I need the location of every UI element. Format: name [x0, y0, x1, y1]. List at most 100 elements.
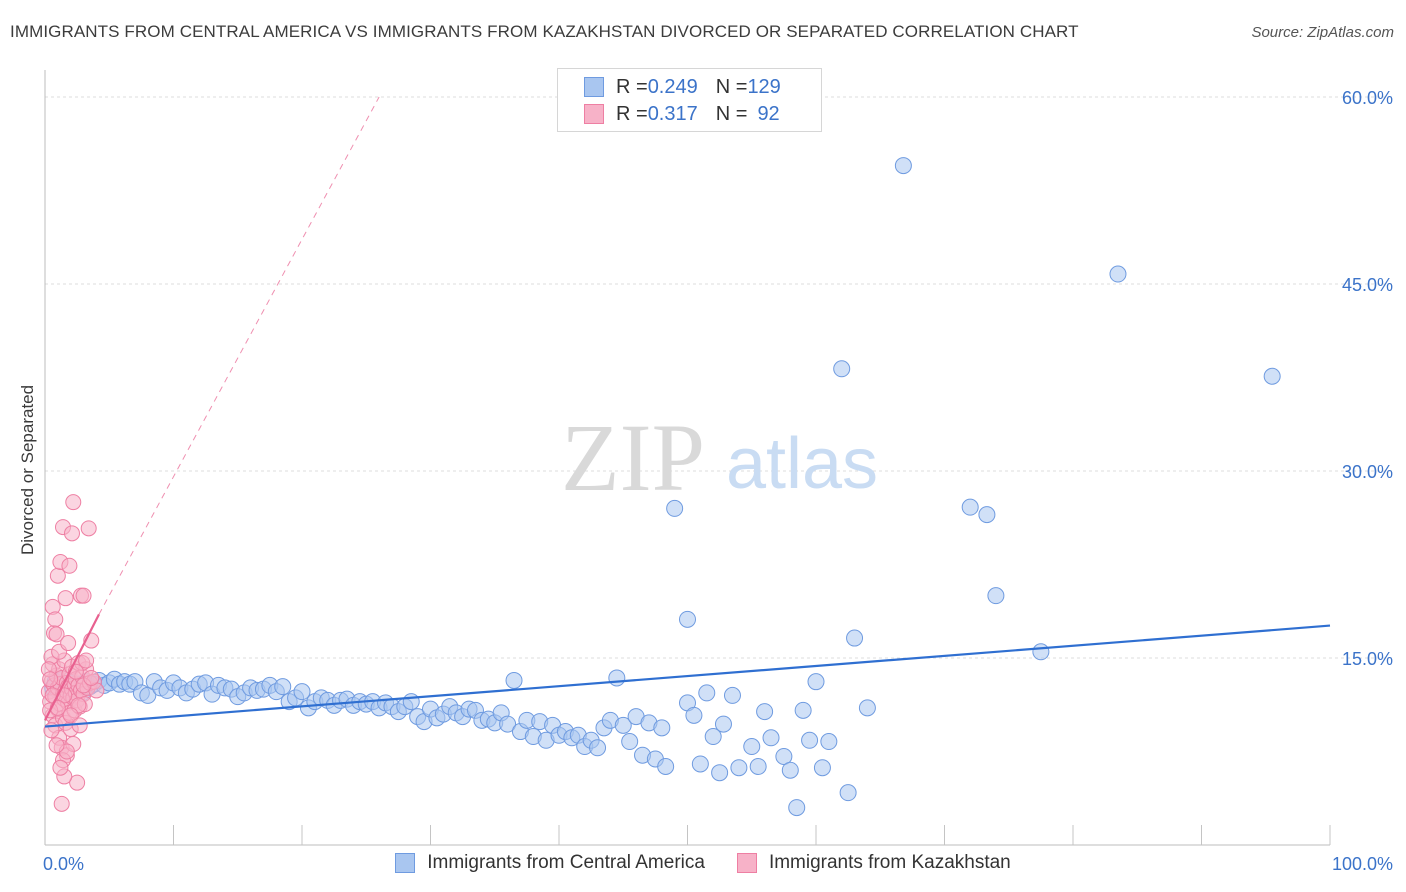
- data-point-central-america: [679, 610, 696, 628]
- legend-swatch-pink: [584, 104, 604, 124]
- data-point-central-america: [788, 799, 806, 817]
- y-tick-label: 45.0%: [1342, 275, 1393, 295]
- grid-lines: [45, 96, 1395, 659]
- data-point-central-america: [621, 733, 639, 751]
- data-point-central-america: [505, 671, 523, 689]
- series-swatch-blue: [395, 853, 416, 873]
- data-point-central-america: [807, 673, 825, 691]
- data-point-central-america: [894, 157, 912, 175]
- data-point-central-america: [833, 360, 851, 378]
- legend-r-label: R =: [616, 75, 648, 98]
- data-point-central-america: [775, 747, 793, 765]
- data-point-kazakhstan: [48, 626, 65, 643]
- y-tick-label: 60.0%: [1342, 88, 1393, 108]
- data-point-central-america: [846, 629, 864, 647]
- watermark: ZIP atlas: [561, 404, 878, 511]
- correlation-legend: R = 0.249 N = 129 R = 0.317 N = 92: [557, 68, 822, 132]
- data-point-kazakhstan: [63, 525, 80, 542]
- legend-r-value: 0.317: [647, 102, 698, 125]
- data-point-kazakhstan: [65, 494, 82, 511]
- legend-r-label: R =: [616, 102, 648, 125]
- legend-n-label: N =: [715, 102, 748, 125]
- data-point-central-america: [1032, 643, 1050, 661]
- series-legend-central-america[interactable]: Immigrants from Central America: [395, 852, 705, 874]
- y-tick-label: 15.0%: [1342, 649, 1393, 669]
- series-label: Immigrants from Central America: [427, 852, 705, 873]
- legend-row-kazakhstan: R = 0.317 N = 92: [584, 102, 780, 126]
- data-point-kazakhstan: [60, 635, 77, 652]
- legend-n-label: N =: [715, 75, 748, 98]
- data-point-kazakhstan: [52, 759, 69, 776]
- series-swatch-pink: [736, 853, 757, 873]
- legend-swatch-blue: [584, 77, 604, 97]
- data-point-central-america: [839, 784, 857, 802]
- x-tick-label: 0.0%: [43, 854, 84, 874]
- data-point-central-america: [1263, 367, 1281, 385]
- data-point-central-america: [698, 684, 716, 702]
- data-point-central-america: [714, 715, 732, 733]
- data-point-kazakhstan: [83, 669, 100, 686]
- y-tick-labels: 15.0% 30.0% 45.0% 60.0%: [1342, 88, 1393, 669]
- data-point-central-america: [139, 686, 157, 704]
- data-point-kazakhstan: [69, 774, 86, 791]
- axes: [44, 70, 1331, 846]
- data-point-central-america: [749, 757, 767, 775]
- data-point-central-america: [730, 759, 748, 777]
- data-point-central-america: [293, 683, 311, 701]
- data-point-central-america: [685, 706, 703, 724]
- data-point-kazakhstan: [61, 557, 78, 574]
- data-point-central-america: [801, 731, 819, 749]
- legend-r-value: 0.249: [647, 75, 698, 98]
- y-axis-title: Divorced or Separated: [18, 384, 37, 555]
- data-point-central-america: [978, 506, 996, 524]
- watermark-atlas: atlas: [726, 424, 878, 504]
- data-point-kazakhstan: [57, 590, 74, 607]
- data-point-central-america: [704, 728, 722, 746]
- chart-title: IMMIGRANTS FROM CENTRAL AMERICA VS IMMIG…: [10, 22, 1079, 41]
- data-point-central-america: [756, 703, 774, 721]
- data-point-central-america: [794, 701, 812, 719]
- x-tick-labels: 0.0% 100.0%: [43, 854, 1393, 874]
- legend-row-central-america: R = 0.249 N = 129: [584, 75, 781, 99]
- kazakhstan-trend-extension: [98, 96, 380, 615]
- data-point-central-america: [608, 669, 626, 687]
- data-point-central-america: [723, 686, 741, 704]
- data-point-central-america: [813, 759, 831, 777]
- data-point-central-america: [1109, 265, 1127, 283]
- data-point-kazakhstan: [42, 671, 59, 688]
- trend-line-central-america: [44, 624, 1331, 728]
- series-legend-kazakhstan[interactable]: Immigrants from Kazakhstan: [736, 852, 1011, 874]
- data-point-central-america: [711, 764, 729, 782]
- data-point-kazakhstan: [47, 611, 64, 628]
- legend-n-value: 129: [747, 75, 781, 98]
- data-point-central-america: [653, 719, 671, 737]
- series-legend: Immigrants from Central America Immigran…: [0, 852, 1406, 874]
- kazakhstan-points: [40, 494, 105, 812]
- x-tick-label: 100.0%: [1332, 854, 1393, 874]
- data-point-central-america: [820, 733, 838, 751]
- y-tick-label: 30.0%: [1342, 462, 1393, 482]
- trend-lines: [44, 613, 1331, 728]
- data-point-central-america: [858, 699, 876, 717]
- data-point-central-america: [499, 715, 517, 733]
- data-point-central-america: [743, 738, 761, 756]
- data-point-kazakhstan: [62, 707, 79, 724]
- data-point-central-america: [666, 499, 684, 517]
- data-point-central-america: [589, 739, 607, 757]
- trend-extension-kazakhstan: [98, 96, 380, 615]
- trend-line-kazakhstan: [44, 613, 100, 721]
- data-point-central-america: [274, 678, 292, 696]
- watermark-zip: ZIP: [561, 404, 705, 511]
- data-point-kazakhstan: [53, 795, 70, 812]
- data-point-kazakhstan: [78, 652, 95, 669]
- data-point-central-america: [961, 498, 979, 516]
- data-point-kazakhstan: [80, 520, 97, 537]
- source-credit: Source: ZipAtlas.com: [1251, 24, 1394, 41]
- data-point-central-america: [657, 757, 675, 775]
- data-point-central-america: [987, 587, 1005, 605]
- data-point-central-america: [614, 716, 632, 734]
- data-point-central-america: [762, 729, 780, 747]
- data-point-central-america: [691, 755, 709, 773]
- legend-n-value: 92: [757, 102, 780, 125]
